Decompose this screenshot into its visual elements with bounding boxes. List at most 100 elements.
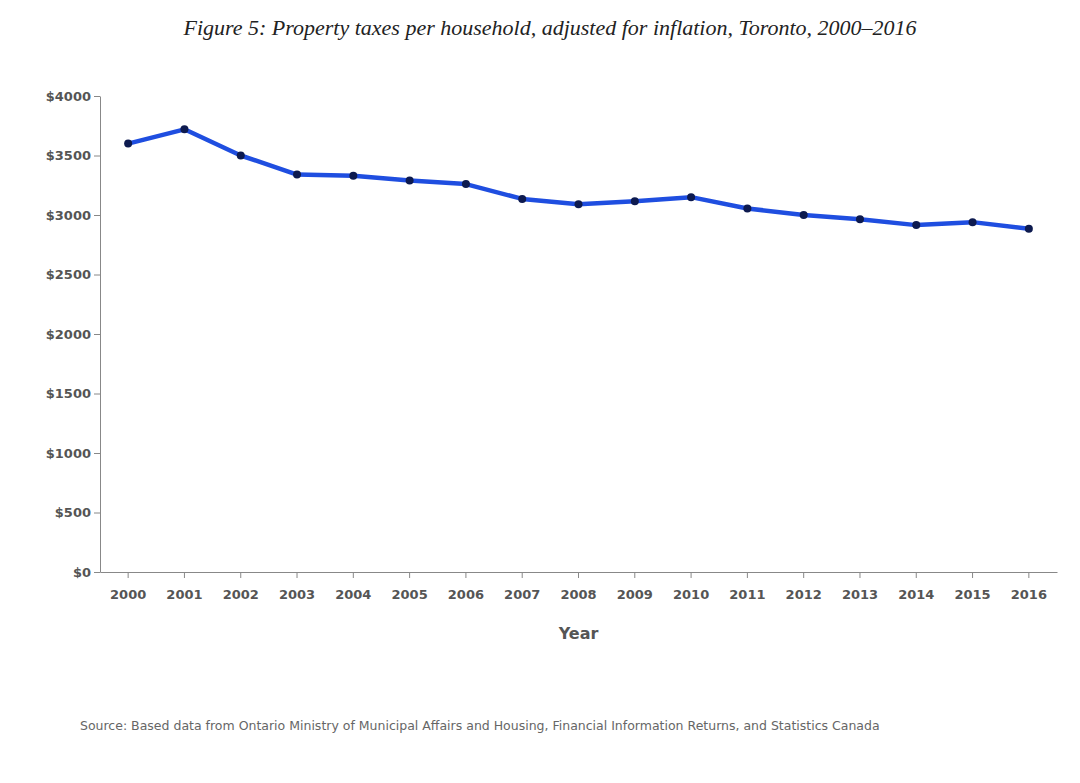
x-tick-label: 2014	[898, 587, 934, 602]
y-tick: $2500	[46, 267, 100, 282]
y-tick-mark	[94, 275, 100, 276]
x-tick: 2000	[110, 572, 146, 602]
y-tick-mark	[94, 572, 100, 573]
x-axis-title: Year	[558, 624, 599, 643]
x-tick: 2011	[729, 572, 765, 602]
y-tick-label: $3500	[46, 148, 91, 163]
x-tick: 2015	[954, 572, 990, 602]
data-point	[406, 176, 414, 184]
x-tick-mark	[128, 572, 129, 578]
y-tick: $2000	[46, 327, 100, 342]
y-tick: $3000	[46, 208, 100, 223]
y-tick-mark	[94, 513, 100, 514]
x-tick-mark	[859, 572, 860, 578]
x-tick-label: 2011	[729, 587, 765, 602]
y-tick-label: $4000	[46, 89, 91, 104]
x-tick-mark	[240, 572, 241, 578]
data-point	[237, 152, 245, 160]
x-tick-mark	[522, 572, 523, 578]
data-point	[800, 211, 808, 219]
x-tick-label: 2008	[560, 587, 596, 602]
data-point	[462, 180, 470, 188]
x-tick: 2007	[504, 572, 540, 602]
y-tick-label: $1000	[46, 446, 91, 461]
y-tick: $0	[73, 565, 100, 580]
x-tick-label: 2005	[392, 587, 428, 602]
chart: Figure 5: Property taxes per household, …	[0, 0, 1080, 783]
x-tick: 2001	[166, 572, 202, 602]
y-tick: $3500	[46, 148, 100, 163]
x-tick-mark	[184, 572, 185, 578]
y-tick-mark	[94, 156, 100, 157]
data-point	[124, 140, 132, 148]
title: Figure 5: Property taxes per household, …	[182, 15, 916, 40]
x-tick-mark	[465, 572, 466, 578]
y-tick-label: $1500	[46, 386, 91, 401]
y-tick-mark	[94, 394, 100, 395]
x-tick-label: 2003	[279, 587, 315, 602]
y-tick-label: $0	[73, 565, 91, 580]
x-tick-label: 2006	[448, 587, 484, 602]
x-tick-mark	[353, 572, 354, 578]
x-tick-label: 2000	[110, 587, 146, 602]
x-tick-mark	[578, 572, 579, 578]
x-tick-mark	[297, 572, 298, 578]
y-tick-label: $2000	[46, 327, 91, 342]
x-tick-label: 2001	[166, 587, 202, 602]
x-tick-label: 2016	[1011, 587, 1047, 602]
y-tick-label: $500	[55, 505, 91, 520]
x-tick-label: 2004	[335, 587, 371, 602]
y-tick: $4000	[46, 89, 100, 104]
x-tick-mark	[803, 572, 804, 578]
x-tick-mark	[972, 572, 973, 578]
data-point	[349, 172, 357, 180]
y-axis: $0 $500 $1000 $1500 $2000 $2500 $3000 $3500 $400…	[46, 89, 101, 580]
x-tick: 2009	[617, 572, 653, 602]
data-point	[180, 125, 188, 133]
data-point	[518, 195, 526, 203]
x-tick: 2008	[560, 572, 596, 602]
y-tick: $1500	[46, 386, 100, 401]
x-axis: 2000 2001 2002 2003 2004 2005 2006 2007 2008 2009…	[101, 572, 1058, 602]
x-tick-label: 2002	[223, 587, 259, 602]
x-tick: 2010	[673, 572, 709, 602]
data-point	[856, 215, 864, 223]
x-tick: 2006	[448, 572, 484, 602]
y-axis-line	[100, 97, 101, 573]
x-tick-mark	[409, 572, 410, 578]
x-tick-label: 2012	[786, 587, 822, 602]
y-tick-label: $3000	[46, 208, 91, 223]
data-point	[969, 218, 977, 226]
x-tick: 2004	[335, 572, 371, 602]
x-tick-mark	[747, 572, 748, 578]
x-tick-label: 2010	[673, 587, 709, 602]
x-tick-label: 2013	[842, 587, 878, 602]
x-tick-mark	[916, 572, 917, 578]
y-tick: $500	[55, 505, 100, 520]
data-point	[631, 197, 639, 205]
data-point	[912, 221, 920, 229]
y-tick: $1000	[46, 446, 100, 461]
plot-area	[124, 125, 1033, 232]
y-tick-mark	[94, 96, 100, 97]
x-tick-label: 2007	[504, 587, 540, 602]
x-tick: 2003	[279, 572, 315, 602]
x-tick-mark	[691, 572, 692, 578]
source-note: Source: Based data from Ontario Ministry…	[80, 718, 880, 733]
x-tick: 2014	[898, 572, 934, 602]
y-tick-label: $2500	[46, 267, 91, 282]
x-tick-label: 2015	[954, 587, 990, 602]
x-tick: 2005	[392, 572, 428, 602]
x-tick: 2016	[1011, 572, 1047, 602]
data-point	[293, 171, 301, 179]
series-line	[128, 129, 1029, 228]
y-tick-mark	[94, 334, 100, 335]
x-tick-mark	[634, 572, 635, 578]
x-tick: 2012	[786, 572, 822, 602]
data-point	[743, 204, 751, 212]
y-tick-mark	[94, 453, 100, 454]
y-tick-mark	[94, 215, 100, 216]
data-point	[575, 200, 583, 208]
x-tick-label: 2009	[617, 587, 653, 602]
x-tick-mark	[1028, 572, 1029, 578]
